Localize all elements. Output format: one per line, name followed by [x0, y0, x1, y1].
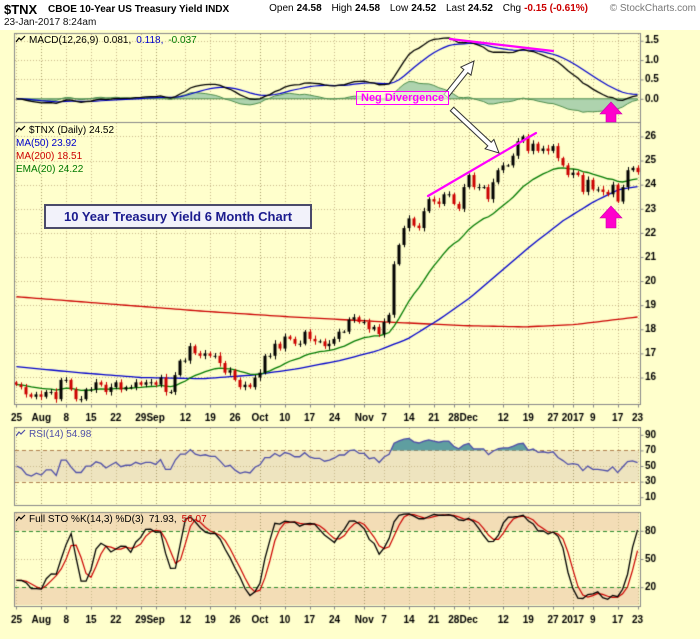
price-indicator-icon — [15, 125, 26, 133]
low-value: 24.52 — [411, 3, 437, 14]
chg-value: -0.15 (-0.61%) — [524, 3, 588, 14]
symbol: $TNX — [4, 2, 38, 17]
ma50-legend: MA(50) 23.92 — [16, 137, 114, 150]
sto-d-value: 56.07 — [181, 514, 207, 525]
timestamp: 23-Jan-2017 8:24am — [4, 17, 97, 28]
chart-title-box: 10 Year Treasury Yield 6 Month Chart — [44, 204, 313, 229]
chart-canvas — [0, 30, 700, 639]
sto-k-value: 71.93, — [148, 514, 177, 525]
price-legend-main: $TNX (Daily) 24.52 — [15, 124, 115, 137]
sto-legend: Full STO %K(14,3) %D(3) 71.93, 56.07 — [15, 514, 207, 525]
quote-strip: Open 24.58 High 24.58 Low 24.52 Last 24.52 C… — [262, 3, 588, 14]
high-label: High — [331, 3, 353, 14]
neg-divergence-label: Neg Divergence — [356, 91, 450, 105]
macd-signal-value: 0.118, — [136, 35, 164, 46]
macd-value: 0.081, — [103, 35, 132, 46]
ema20-label: EMA(20) 24.22 — [16, 164, 84, 175]
price-label: $TNX (Daily) 24.52 — [29, 125, 115, 136]
copyright: © StockCharts.com — [609, 3, 696, 14]
open-label: Open — [269, 3, 294, 14]
ma200-label: MA(200) 18.51 — [16, 151, 83, 162]
low-label: Low — [389, 3, 409, 14]
rsi-indicator-icon — [15, 429, 26, 437]
last-value: 24.52 — [467, 3, 493, 14]
ma50-label: MA(50) 23.92 — [16, 138, 77, 149]
ma200-legend: MA(200) 18.51 — [16, 150, 114, 163]
header: $TNX CBOE 10-Year US Treasury Yield INDX… — [0, 0, 700, 30]
open-value: 24.58 — [296, 3, 322, 14]
high-value: 24.58 — [355, 3, 381, 14]
last-label: Last — [446, 3, 465, 14]
price-legend: $TNX (Daily) 24.52 MA(50) 23.92 MA(200) … — [15, 124, 115, 176]
sto-label: Full STO %K(14,3) %D(3) — [29, 514, 144, 525]
sto-indicator-icon — [15, 514, 26, 522]
macd-label: MACD(12,26,9) — [29, 35, 99, 46]
chg-label: Chg — [502, 3, 522, 14]
rsi-label: RSI(14) 54.98 — [29, 429, 92, 440]
macd-indicator-icon — [15, 35, 26, 43]
symbol-description: CBOE 10-Year US Treasury Yield INDX — [48, 4, 230, 15]
macd-legend: MACD(12,26,9) 0.081, 0.118, -0.037 — [15, 35, 197, 46]
rsi-legend: RSI(14) 54.98 — [15, 429, 92, 440]
ema20-legend: EMA(20) 24.22 — [16, 163, 114, 176]
macd-hist-value: -0.037 — [168, 35, 197, 46]
